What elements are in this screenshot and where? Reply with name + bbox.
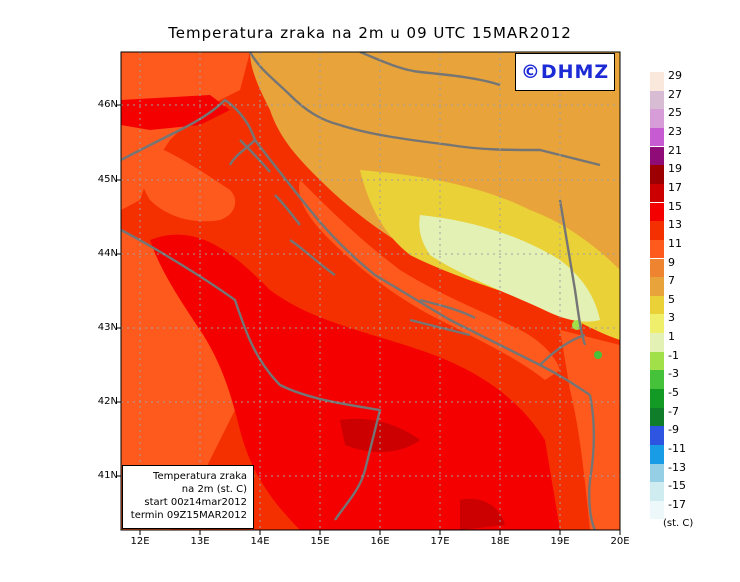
legend-label: 29 <box>668 69 682 82</box>
legend-label: 9 <box>668 255 675 269</box>
legend-swatch <box>650 165 664 184</box>
lon-label-14e: 14E <box>250 536 270 547</box>
cold-spot <box>594 351 602 359</box>
legend-label: -11 <box>668 442 686 455</box>
lon-label-19e: 19E <box>550 536 570 547</box>
hot-patch <box>460 498 505 530</box>
legend-swatch <box>650 258 664 277</box>
info-line-4: termin 09Z15MAR2012 <box>130 510 247 521</box>
legend-label: 25 <box>668 106 682 120</box>
legend-label: 19 <box>668 162 682 176</box>
info-line-2: na 2m (st. C) <box>181 484 247 495</box>
istria-region <box>138 140 236 222</box>
legend-swatch <box>650 463 664 483</box>
legend-label: -9 <box>668 423 679 437</box>
italy-coastline <box>121 228 382 521</box>
legend-label: 21 <box>668 143 682 157</box>
legend-swatch <box>650 72 664 91</box>
plot-frame <box>120 51 621 531</box>
po-valley-warm <box>121 95 230 130</box>
lat-label-42n: 42N <box>97 396 118 407</box>
legend-swatch <box>650 239 664 259</box>
legend-swatch <box>650 90 664 110</box>
lon-label-17e: 17E <box>430 536 450 547</box>
dhmz-logo: ©DHMZ <box>515 53 615 91</box>
lat-label-41n: 41N <box>97 470 118 481</box>
southern-mountains <box>560 330 620 530</box>
legend-swatch <box>650 314 664 333</box>
legend-label: 15 <box>668 199 682 213</box>
border-croatia-bosnia <box>339 123 601 167</box>
legend-swatch <box>650 146 664 166</box>
lon-label-15e: 15E <box>310 536 330 547</box>
lat-label-46n: 46N <box>97 99 118 110</box>
legend-label: 13 <box>668 218 682 232</box>
adriatic-sea <box>150 234 560 530</box>
legend-label: 27 <box>668 87 682 101</box>
legend-swatch <box>650 482 664 501</box>
info-line-1: Temperatura zraka <box>153 471 247 482</box>
legend-label: -3 <box>668 367 679 381</box>
italy-north-land <box>121 52 250 210</box>
legend-label: 1 <box>668 330 675 344</box>
legend-label: 5 <box>668 292 675 306</box>
legend-swatch <box>650 221 664 240</box>
border-adriatic-islands <box>289 239 336 276</box>
legend-swatch <box>650 351 664 371</box>
inland-cold <box>419 215 600 322</box>
island-brac <box>419 298 476 320</box>
legend-swatch <box>650 500 664 520</box>
legend-swatch <box>650 389 664 408</box>
legend-label: -17 <box>668 497 686 511</box>
legend-label: -1 <box>668 348 679 362</box>
legend-swatch <box>650 445 664 464</box>
map-title: Temperatura zraka na 2m u 09 UTC 15MAR20… <box>168 24 572 42</box>
hot-patch <box>340 418 420 452</box>
albania-coastline <box>588 394 597 530</box>
legend-swatch <box>650 109 664 128</box>
border-montenegro <box>539 333 586 366</box>
legend-label: 11 <box>668 236 682 250</box>
island-krk <box>239 139 271 173</box>
legend-swatch <box>650 426 664 445</box>
lon-label-13e: 13E <box>190 536 210 547</box>
legend-swatch <box>650 277 664 296</box>
legend-label: 23 <box>668 124 682 138</box>
legend-swatch <box>650 202 664 222</box>
lon-label-20e: 20E <box>610 536 630 547</box>
legend-label: -15 <box>668 479 686 493</box>
border-hungary <box>359 52 501 87</box>
legend-label: 3 <box>668 311 675 325</box>
info-line-3: start 00z14mar2012 <box>144 497 247 508</box>
legend-label: -5 <box>668 386 679 400</box>
dalmatia-strip <box>299 180 560 380</box>
lat-label-45n: 45N <box>97 174 118 185</box>
legend-swatch <box>650 127 664 147</box>
lat-label-43n: 43N <box>97 322 118 333</box>
legend-swatch <box>650 407 664 427</box>
legend-label: 7 <box>668 274 675 288</box>
border-bosnia-serbia <box>558 199 587 346</box>
legend-label: -7 <box>668 404 679 418</box>
legend-label: -13 <box>668 460 686 474</box>
legend-label: 17 <box>668 180 682 194</box>
legend-swatch <box>650 183 664 203</box>
island-rab <box>274 194 301 226</box>
lon-label-16e: 16E <box>370 536 390 547</box>
lon-label-18e: 18E <box>490 536 510 547</box>
legend-swatch <box>650 333 664 352</box>
legend-unit: (st. C) <box>663 518 694 529</box>
lat-label-44n: 44N <box>97 248 118 259</box>
legend-swatch <box>650 370 664 389</box>
legend-swatch <box>650 295 664 315</box>
lon-label-12e: 12E <box>130 536 150 547</box>
info-box: Temperatura zraka na 2m (st. C) start 00… <box>122 465 254 529</box>
